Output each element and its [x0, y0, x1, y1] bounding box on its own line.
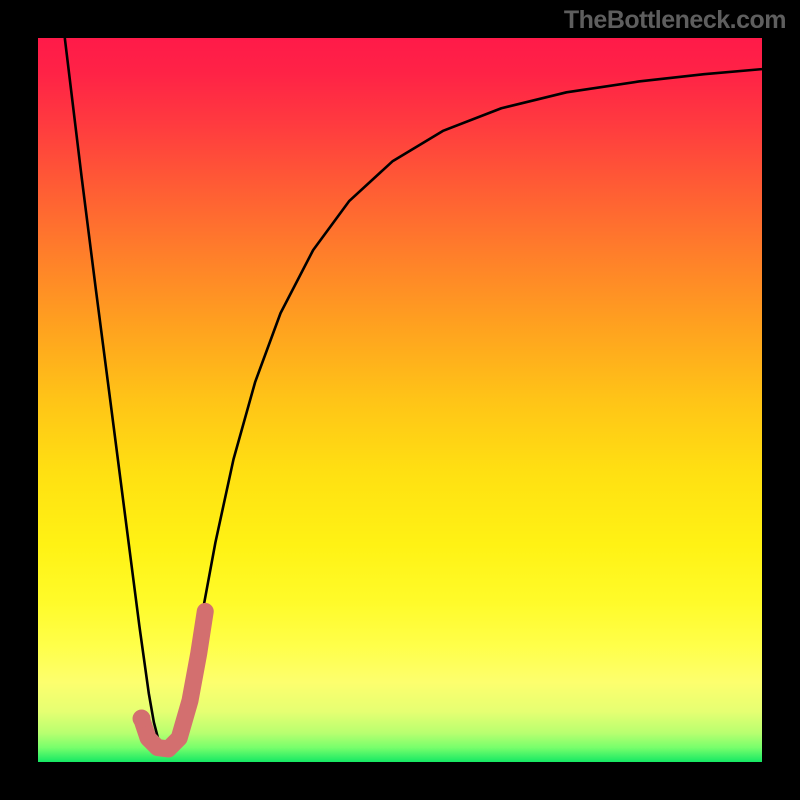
accent-dot — [133, 710, 151, 728]
bottleneck-chart-svg — [38, 38, 762, 762]
attribution-text: TheBottleneck.com — [564, 6, 786, 35]
plot-area — [38, 38, 762, 762]
chart-container: TheBottleneck.com — [0, 0, 800, 800]
plot-background — [38, 38, 762, 762]
